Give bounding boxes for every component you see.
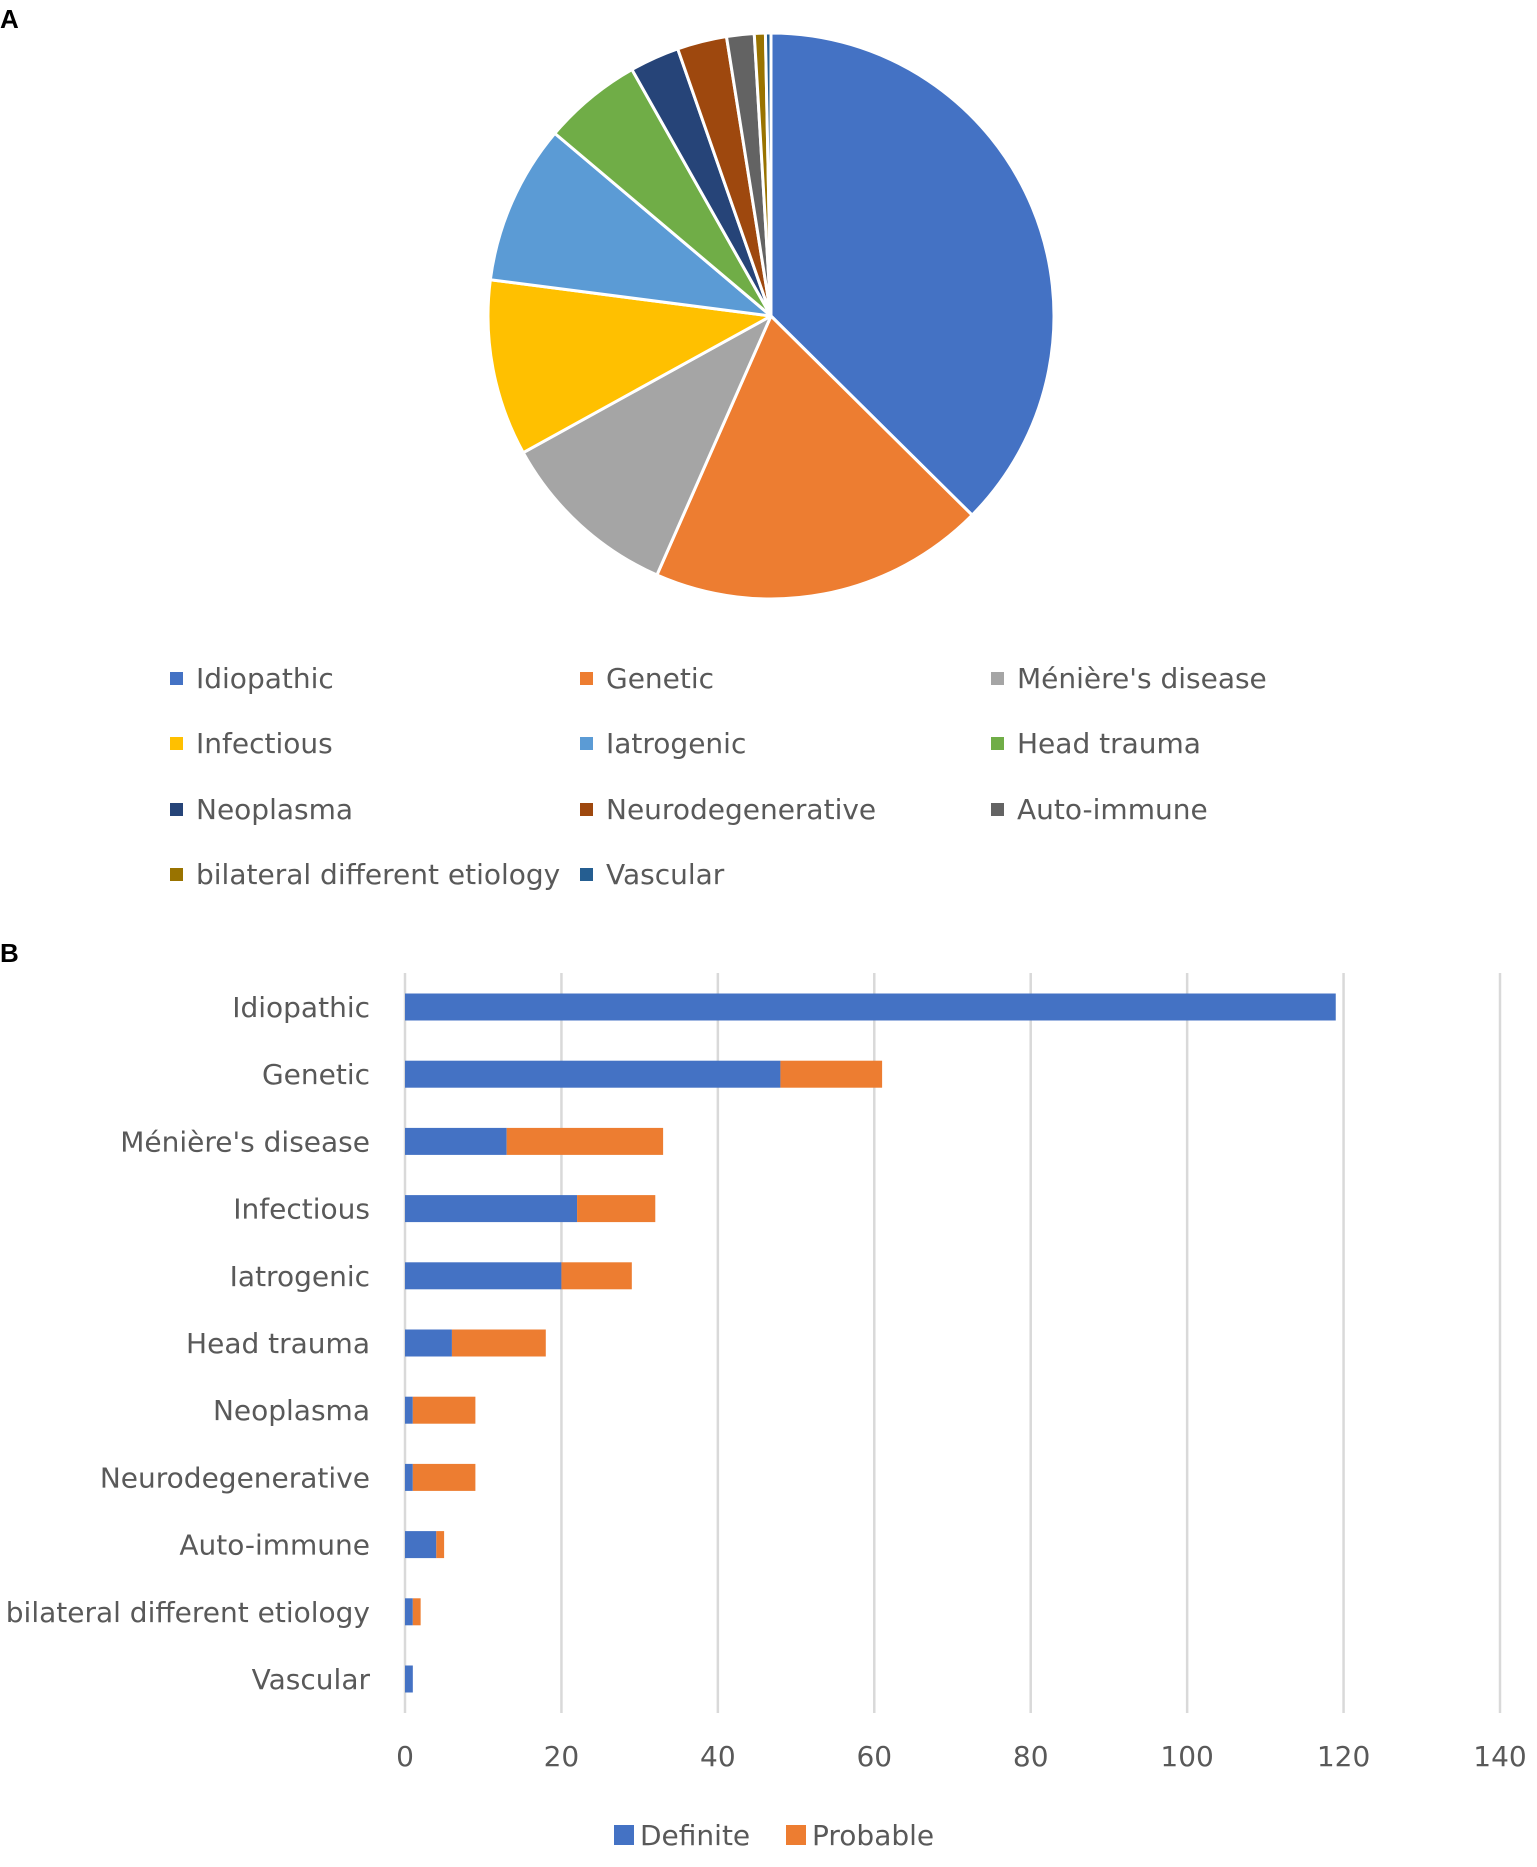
panel-a-label: A: [0, 4, 19, 34]
x-tick-label-140: 140: [1473, 1740, 1526, 1773]
pie-legend-item-bilateral-different-etiology: bilateral different etiology: [170, 854, 560, 894]
bar-definite-idiopathic: [405, 993, 1336, 1021]
bar-definite-genetic: [405, 1060, 781, 1088]
bar-legend-item-probable: Probable: [786, 1815, 934, 1855]
pie-slice-infectious: [486, 278, 773, 455]
bar-definite-auto-immune: [405, 1531, 437, 1559]
legend-swatch: [580, 802, 593, 816]
legend-swatch: [170, 867, 183, 881]
legend-swatch: [170, 736, 183, 750]
bar-probable-neurodegenerative: [412, 1463, 476, 1491]
pie-legend-item-genetic: Genetic: [580, 658, 714, 698]
bar-definite-infectious: [405, 1195, 578, 1223]
pie-slice-m-ni-re-s-disease: [521, 314, 773, 577]
bar-definite-iatrogenic: [405, 1262, 562, 1290]
legend-swatch: [991, 736, 1004, 750]
legend-label: Neoplasma: [196, 792, 354, 826]
x-tick-label-40: 40: [700, 1740, 736, 1773]
legend-label: Genetic: [606, 661, 715, 695]
bar-probable-neoplasma: [412, 1396, 476, 1424]
pie-slice-iatrogenic: [488, 131, 773, 318]
y-category-label-vascular: Vascular: [252, 1663, 371, 1696]
legend-label: Auto-immune: [1017, 792, 1208, 826]
pie-slice-vascular: [763, 31, 773, 318]
legend-swatch: [580, 671, 593, 685]
bar-definite-neoplasma: [405, 1396, 413, 1424]
legend-swatch: [614, 1825, 634, 1845]
pie-legend-item-neoplasma: Neoplasma: [170, 789, 353, 829]
x-tick-label-60: 60: [856, 1740, 892, 1773]
legend-label: Neurodegenerative: [606, 792, 877, 826]
legend-label: Definite: [640, 1818, 751, 1852]
bar-legend-item-definite: Definite: [614, 1815, 750, 1855]
y-category-label-genetic: Genetic: [262, 1058, 370, 1091]
legend-swatch: [170, 671, 183, 685]
legend-label: Vascular: [606, 857, 725, 891]
legend-swatch: [991, 671, 1004, 685]
bar-probable-m-ni-re-s-disease: [506, 1127, 664, 1155]
y-category-label-auto-immune: Auto-immune: [179, 1529, 370, 1562]
legend-label: Iatrogenic: [606, 726, 747, 760]
bar-definite-m-ni-re-s-disease: [405, 1127, 507, 1155]
bar-probable-genetic: [780, 1060, 883, 1088]
pie-legend-item-auto-immune: Auto-immune: [991, 789, 1208, 829]
legend-label: bilateral different etiology: [196, 857, 561, 891]
y-category-label-bilateral-different-etiology: bilateral different etiology: [6, 1596, 370, 1629]
x-tick-label-80: 80: [1013, 1740, 1049, 1773]
legend-label: Head trauma: [1017, 726, 1201, 760]
pie-slice-genetic: [655, 314, 974, 601]
bar-probable-bilateral-different-etiology: [412, 1598, 421, 1626]
legend-swatch: [580, 867, 593, 881]
legend-swatch: [170, 802, 183, 816]
x-tick-label-120: 120: [1317, 1740, 1370, 1773]
y-category-label-neoplasma: Neoplasma: [213, 1394, 370, 1427]
legend-swatch: [580, 736, 593, 750]
y-category-label-head-trauma: Head trauma: [186, 1327, 370, 1360]
legend-label: Infectious: [196, 726, 333, 760]
pie-legend-item-infectious: Infectious: [170, 723, 333, 763]
pie-legend-item-idiopathic: Idiopathic: [170, 658, 334, 698]
y-category-label-idiopathic: Idiopathic: [232, 991, 370, 1024]
pie-legend-item-head-trauma: Head trauma: [991, 723, 1201, 763]
bar-probable-auto-immune: [436, 1531, 445, 1559]
legend-label: Ménière's disease: [1017, 661, 1267, 695]
stacked-bar-chart: 0 20 40 60 80 100 120 140 Idiopathic Genetic Méniè…: [6, 973, 1527, 1773]
legend-label: Probable: [812, 1818, 935, 1852]
bar-probable-iatrogenic: [561, 1262, 632, 1290]
bar-probable-infectious: [577, 1195, 656, 1223]
panel-b-label: B: [0, 938, 19, 968]
x-tick-label-0: 0: [396, 1740, 414, 1773]
legend-label: Idiopathic: [196, 661, 334, 695]
legend-swatch: [786, 1825, 806, 1845]
x-tick-label-100: 100: [1160, 1740, 1213, 1773]
pie-legend-item-iatrogenic: Iatrogenic: [580, 723, 746, 763]
bar-definite-vascular: [405, 1665, 413, 1693]
bar-definite-neurodegenerative: [405, 1463, 413, 1491]
legend-swatch: [991, 802, 1004, 816]
bar-definite-head-trauma: [405, 1329, 452, 1357]
pie-chart: [486, 31, 1056, 601]
y-category-label-m-ni-re-s-disease: Ménière's disease: [120, 1125, 370, 1158]
pie-slice-idiopathic: [769, 31, 1056, 517]
y-category-label-neurodegenerative: Neurodegenerative: [100, 1461, 370, 1494]
bar-definite-bilateral-different-etiology: [405, 1598, 413, 1626]
y-category-label-iatrogenic: Iatrogenic: [230, 1260, 370, 1293]
bar-probable-head-trauma: [451, 1329, 546, 1357]
pie-legend-item-vascular: Vascular: [580, 854, 724, 894]
y-category-label-infectious: Infectious: [233, 1193, 370, 1226]
pie-legend-item-neurodegenerative: Neurodegenerative: [580, 789, 876, 829]
pie-legend-item-m-ni-re-s-disease: Ménière's disease: [991, 658, 1267, 698]
x-tick-label-20: 20: [544, 1740, 580, 1773]
